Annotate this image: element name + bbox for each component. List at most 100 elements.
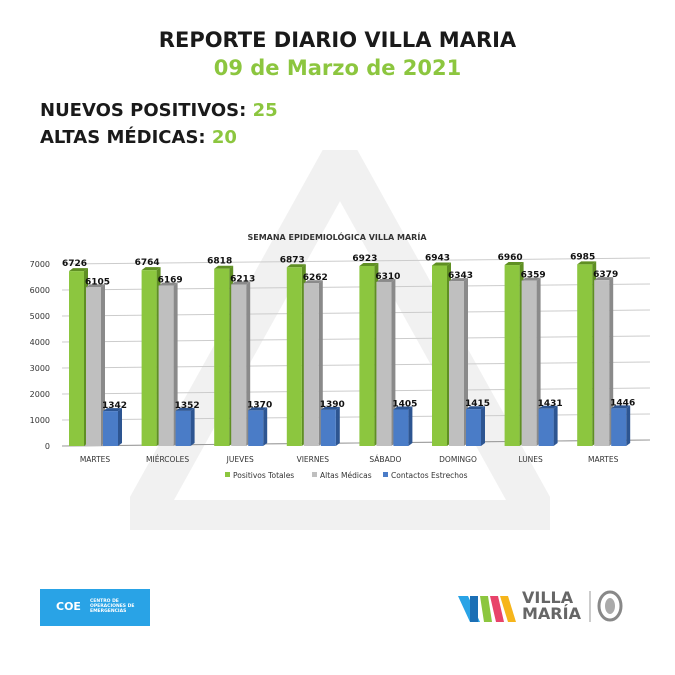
bar-altas-médicas [231, 284, 247, 446]
chart-title: SEMANA EPIDEMIOLÓGICA VILLA MARÍA [247, 231, 427, 242]
bar-top [320, 406, 340, 410]
bar-top [611, 405, 631, 409]
data-label: 6818 [207, 257, 232, 267]
legend-label: Positivos Totales [233, 471, 294, 480]
bar-top [86, 284, 105, 288]
data-label: 1352 [175, 401, 200, 411]
bar-contactos-estrechos [175, 410, 191, 446]
bar-top [359, 263, 379, 267]
bar-altas-médicas [449, 281, 464, 446]
data-label: 6169 [158, 276, 183, 286]
bar-altas-médicas [594, 280, 610, 446]
x-tick-label: LUNES [518, 455, 543, 464]
bar-side [464, 278, 468, 446]
bar-altas-médicas [521, 280, 537, 446]
legend-swatch [225, 472, 230, 477]
new-positives-value: 25 [252, 100, 278, 121]
bar-positivos-totales [504, 265, 520, 446]
bar-side [626, 405, 631, 446]
bar-top [248, 407, 268, 411]
bar-top [214, 265, 234, 269]
bar-side [335, 406, 340, 446]
bar-positivos-totales [359, 266, 375, 446]
bar-contactos-estrechos [538, 408, 554, 446]
bar-side [246, 281, 251, 446]
bar-side [263, 407, 268, 446]
bar-top [103, 408, 122, 412]
bar-side [318, 280, 323, 446]
data-label: 6943 [425, 253, 450, 263]
data-label: 6873 [280, 255, 305, 265]
new-positives-label: NUEVOS POSITIVOS: [40, 100, 247, 121]
data-label: 1431 [538, 399, 563, 409]
report-title: REPORTE DIARIO VILLA MARIA [158, 28, 517, 52]
bar-top [577, 261, 597, 265]
bar-top [376, 278, 396, 282]
legend-label: Contactos Estrechos [391, 471, 468, 480]
legend-label: Altas Médicas [320, 471, 372, 480]
bar-contactos-estrechos [466, 409, 481, 446]
bar-positivos-totales [432, 265, 447, 446]
bar-top [286, 264, 306, 268]
bar-top [393, 406, 413, 410]
y-tick-label: 1000 [30, 416, 50, 425]
bar-top [594, 277, 614, 281]
bar-top [175, 407, 195, 411]
bar-positivos-totales [286, 267, 302, 446]
data-label: 1405 [392, 399, 417, 409]
city-seal-icon [589, 590, 623, 622]
data-label: 6310 [375, 272, 400, 282]
data-label: 1446 [610, 398, 635, 408]
bar-contactos-estrechos [103, 411, 118, 446]
bar-altas-médicas [376, 281, 392, 446]
report-date: 09 de Marzo de 2021 [213, 56, 462, 80]
bar-top [504, 262, 524, 266]
data-label: 1342 [102, 401, 127, 411]
y-tick-label: 3000 [30, 364, 50, 373]
x-tick-label: MARTES [80, 455, 111, 464]
gridline [61, 257, 651, 265]
data-label: 1415 [465, 399, 490, 409]
medical-discharges-value: 20 [211, 127, 237, 148]
bar-side [101, 284, 105, 446]
x-tick-label: VIERNES [297, 455, 330, 464]
bar-positivos-totales [577, 264, 593, 446]
bar-top [432, 262, 451, 266]
bar-side [536, 277, 541, 446]
bar-side [553, 405, 558, 446]
x-tick-label: DOMINGO [439, 455, 477, 464]
new-positives: NUEVOS POSITIVOS: 25 [40, 100, 278, 121]
bar-altas-médicas [86, 287, 101, 446]
villa-maria-logo-icon [458, 596, 516, 622]
medical-discharges: ALTAS MÉDICAS: 20 [40, 127, 237, 148]
bar-positivos-totales [214, 268, 230, 446]
bar-top [158, 282, 178, 286]
bar-contactos-estrechos [611, 408, 627, 446]
y-tick-label: 5000 [30, 312, 50, 321]
coe-logo: COE CENTRO DE OPERACIONES DE EMERGENCIAS [40, 589, 150, 626]
x-tick-label: MARTES [588, 455, 619, 464]
bar-positivos-totales [141, 270, 157, 446]
city-line2: MARÍA [522, 604, 581, 623]
bar-side [391, 278, 396, 446]
bar-top [303, 280, 323, 284]
bar-side [609, 277, 614, 446]
coe-abbr: COE [56, 600, 81, 613]
x-tick-label: MIÉRCOLES [146, 455, 189, 464]
coe-name: CENTRO DE OPERACIONES DE EMERGENCIAS [90, 599, 135, 614]
data-label: 6726 [62, 259, 87, 269]
bar-positivos-totales [69, 271, 84, 446]
x-tick-label: JUEVES [226, 455, 254, 464]
bar-side [173, 282, 178, 446]
bar-top [538, 405, 558, 409]
bar-top [141, 267, 161, 271]
x-tick-label: SÁBADO [369, 455, 401, 464]
data-label: 6343 [448, 271, 473, 281]
y-tick-label: 6000 [30, 286, 50, 295]
data-label: 6923 [352, 254, 377, 264]
y-tick-label: 0 [45, 442, 50, 451]
data-label: 6213 [230, 274, 255, 284]
data-label: 6262 [303, 273, 328, 283]
bar-contactos-estrechos [320, 409, 336, 446]
